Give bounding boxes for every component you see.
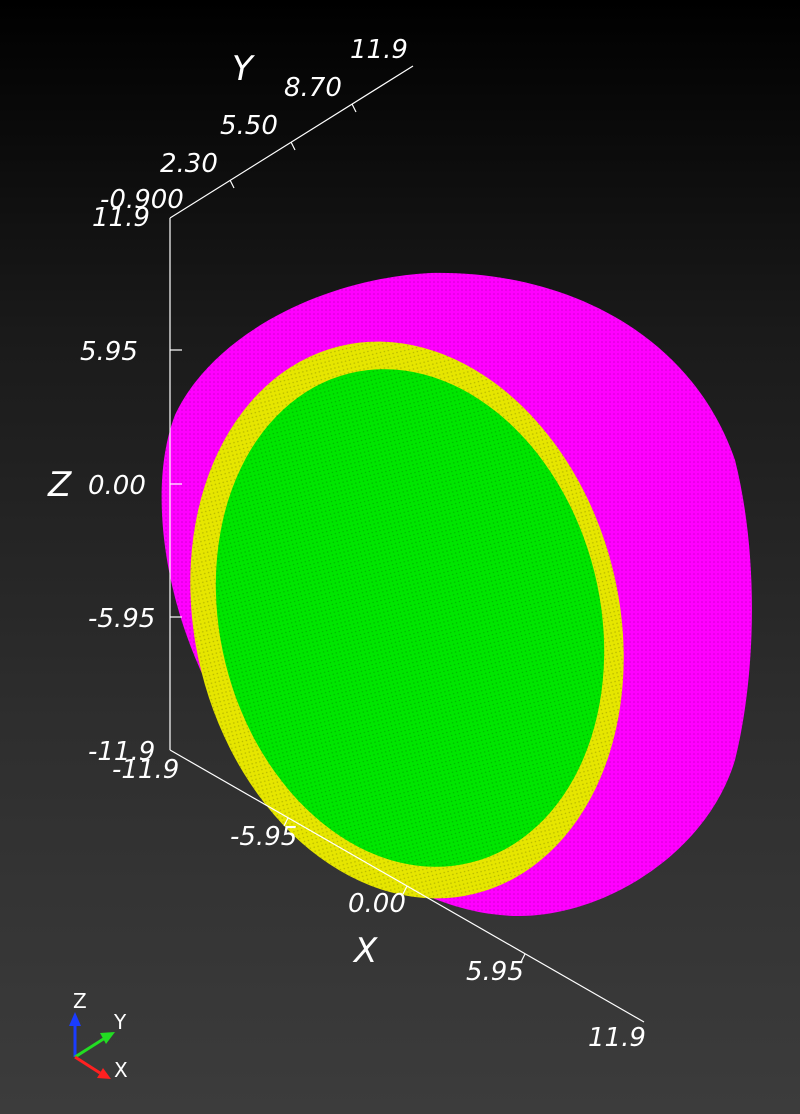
y-arrow-icon [100, 1032, 115, 1044]
y-tick-label: 5.50 [220, 111, 278, 141]
y-tick-label: 2.30 [160, 149, 218, 179]
z-tick-label: 0.00 [88, 471, 146, 501]
y-tick-label: 8.70 [284, 73, 342, 103]
z-arrow-icon [69, 1012, 81, 1026]
inner-core-surface [215, 369, 605, 867]
triad-x-label: X [114, 1058, 128, 1082]
x-tick-label: 11.9 [588, 1023, 646, 1053]
x-arrow-icon [97, 1068, 111, 1079]
y-tick-label: 11.9 [350, 35, 408, 65]
triad-z-label: Z [73, 989, 87, 1013]
z-tick-label: 5.95 [80, 337, 138, 367]
triad-y-label: Y [113, 1010, 127, 1034]
y-axis-title: Y [232, 49, 255, 89]
y-axis: -0.900 2.30 5.50 8.70 11.9 Y [100, 35, 414, 219]
orientation-triad: Z Y X [69, 989, 128, 1082]
z-axis-title: Z [47, 465, 72, 505]
z-tick-label: -11.9 [88, 737, 155, 767]
x-axis-title: X [352, 931, 378, 971]
x-tick-label: -11.9 [112, 755, 179, 785]
x-tick-label: 0.00 [348, 889, 406, 919]
z-axis: 11.9 5.95 0.00 -5.95 -11.9 Z [47, 203, 182, 767]
x-tick-label: 5.95 [466, 957, 524, 987]
y-tick-label: -0.900 [100, 185, 184, 215]
x-axis: -11.9 -5.95 0.00 5.95 11.9 X [112, 749, 646, 1053]
x-tick-label: -5.95 [230, 822, 297, 852]
z-tick-label: -5.95 [88, 604, 155, 634]
z-tick-label: 11.9 [92, 203, 150, 233]
